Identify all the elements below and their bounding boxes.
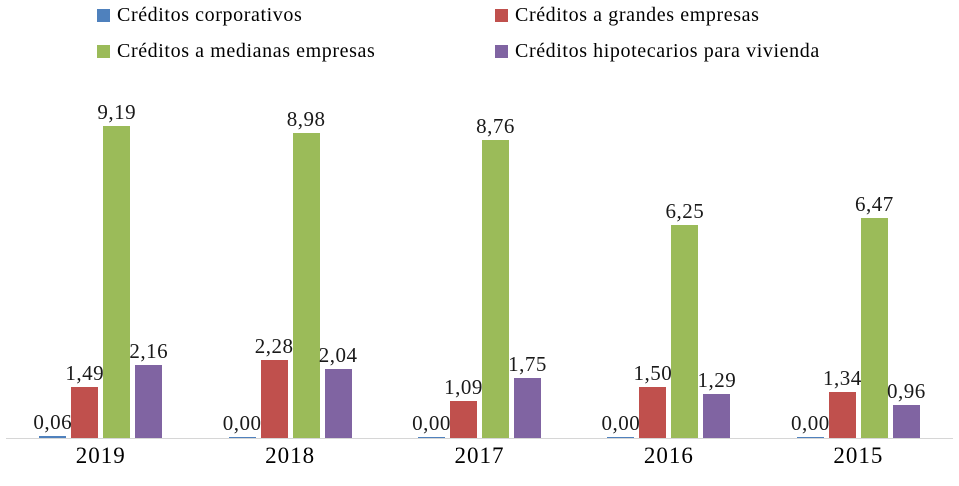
bar-unit: 0,06 bbox=[33, 410, 72, 438]
legend-marker-creditos-medianas-empresas bbox=[97, 45, 110, 58]
bar-unit: 1,50 bbox=[634, 361, 672, 438]
bar bbox=[71, 387, 99, 438]
bar bbox=[260, 360, 288, 438]
bar-value-label: 2,28 bbox=[254, 333, 294, 358]
bar-value-label: 0,96 bbox=[886, 378, 926, 403]
bar bbox=[135, 365, 163, 438]
bar-group-2019: 0,06 1,49 9,19 2,16 bbox=[6, 88, 195, 438]
bar-unit: 1,49 bbox=[65, 361, 104, 438]
bar-group-2015: 0,00 1,34 6,47 0,96 bbox=[764, 88, 953, 438]
bar bbox=[450, 401, 478, 438]
x-axis-label: 2018 bbox=[265, 443, 316, 468]
legend: Créditos corporativos Créditos a grandes… bbox=[97, 4, 959, 63]
bar-value-label: 0,00 bbox=[222, 410, 262, 435]
bar bbox=[639, 387, 667, 438]
bar-value-label: 1,29 bbox=[697, 367, 737, 392]
x-axis-label: 2016 bbox=[643, 443, 694, 468]
bar bbox=[514, 378, 542, 438]
bar-value-label: 1,49 bbox=[65, 360, 105, 385]
bar-unit: 1,09 bbox=[444, 375, 482, 438]
bar-value-label: 8,98 bbox=[286, 106, 326, 131]
bar-group-2017: 0,00 1,09 8,76 1,75 bbox=[385, 88, 574, 438]
bar-unit: 8,76 bbox=[476, 114, 514, 438]
legend-item-creditos-hipotecarios: Créditos hipotecarios para vivienda bbox=[495, 40, 959, 63]
legend-label: Créditos a grandes empresas bbox=[515, 4, 760, 26]
bar-value-label: 2,04 bbox=[318, 342, 358, 367]
bar-unit: 0,00 bbox=[791, 411, 829, 438]
bar-value-label: 6,25 bbox=[665, 198, 705, 223]
bar-unit: 2,16 bbox=[129, 339, 168, 438]
bar bbox=[892, 405, 920, 438]
bar-unit: 1,29 bbox=[698, 368, 736, 438]
bar-value-label: 9,19 bbox=[97, 99, 137, 124]
bar-value-label: 1,75 bbox=[508, 351, 547, 376]
bar-value-label: 0,00 bbox=[412, 410, 451, 435]
bar-unit: 1,75 bbox=[508, 352, 546, 438]
bar bbox=[828, 392, 856, 438]
bar bbox=[103, 126, 131, 438]
x-axis-labels: 2019 2018 2017 2016 2015 bbox=[6, 443, 953, 469]
bar bbox=[796, 437, 824, 438]
bar-unit: 8,98 bbox=[287, 107, 325, 438]
x-axis-label: 2019 bbox=[75, 443, 126, 468]
bar bbox=[39, 436, 67, 438]
bar-unit: 6,47 bbox=[855, 192, 893, 438]
bar bbox=[671, 225, 699, 438]
legend-label: Créditos corporativos bbox=[117, 4, 303, 26]
bar-unit: 0,00 bbox=[602, 411, 640, 438]
legend-marker-creditos-grandes-empresas bbox=[495, 9, 508, 22]
bar-unit: 6,25 bbox=[666, 199, 704, 438]
bar-value-label: 0,00 bbox=[601, 410, 641, 435]
bar-unit: 0,00 bbox=[223, 411, 261, 438]
legend-marker-creditos-hipotecarios bbox=[495, 45, 508, 58]
bar-value-label: 0,06 bbox=[33, 409, 73, 434]
legend-label: Créditos hipotecarios para vivienda bbox=[515, 40, 820, 62]
legend-label: Créditos a medianas empresas bbox=[117, 40, 376, 62]
legend-item-creditos-medianas-empresas: Créditos a medianas empresas bbox=[97, 40, 495, 63]
bar-unit: 9,19 bbox=[97, 100, 136, 438]
bar-value-label: 1,50 bbox=[633, 360, 673, 385]
bar-group-2016: 0,00 1,50 6,25 1,29 bbox=[574, 88, 763, 438]
x-axis-label: 2015 bbox=[833, 443, 884, 468]
bar-unit: 2,28 bbox=[255, 334, 293, 438]
bar bbox=[703, 394, 731, 438]
bar-value-label: 6,47 bbox=[854, 191, 894, 216]
bar bbox=[228, 437, 256, 438]
legend-item-creditos-corporativos: Créditos corporativos bbox=[97, 4, 495, 27]
bar-value-label: 8,76 bbox=[476, 113, 515, 138]
bar-value-label: 2,16 bbox=[129, 338, 169, 363]
bar-unit: 0,00 bbox=[412, 411, 450, 438]
bar-value-label: 1,09 bbox=[444, 374, 483, 399]
bar bbox=[860, 218, 888, 438]
bar bbox=[482, 140, 510, 438]
bar-unit: 0,96 bbox=[887, 379, 925, 438]
bar-value-label: 1,34 bbox=[822, 365, 862, 390]
bar-unit: 2,04 bbox=[319, 343, 357, 438]
x-axis-label: 2017 bbox=[454, 443, 505, 468]
bar-unit: 1,34 bbox=[823, 366, 861, 438]
bar-value-label: 0,00 bbox=[790, 410, 830, 435]
bar-group-2018: 0,00 2,28 8,98 2,04 bbox=[195, 88, 384, 438]
bar bbox=[324, 369, 352, 438]
bar bbox=[292, 133, 320, 438]
bar bbox=[418, 437, 446, 438]
legend-marker-creditos-corporativos bbox=[97, 9, 110, 22]
plot-area: 0,06 1,49 9,19 2,16 0,00 2,28 8,98 2,04 0,00 1,09… bbox=[6, 88, 953, 439]
legend-item-creditos-grandes-empresas: Créditos a grandes empresas bbox=[495, 4, 959, 27]
bar bbox=[607, 437, 635, 438]
